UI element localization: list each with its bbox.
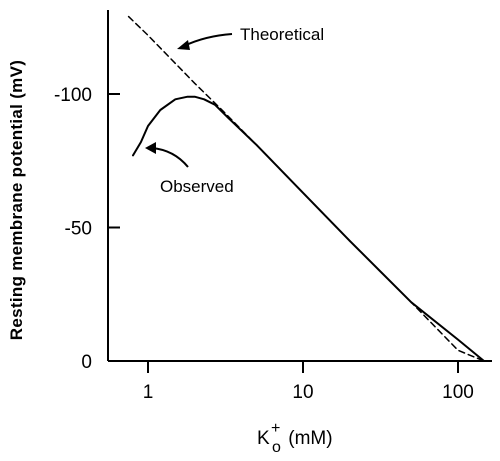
- y-ticks: -100 -50 0: [54, 85, 120, 373]
- annotation-theoretical: Theoretical: [240, 25, 324, 44]
- x-axis-label-sub: o: [272, 439, 281, 456]
- x-tick-label: 1: [143, 382, 154, 403]
- annotation-theoretical-arrowhead: [177, 40, 190, 50]
- y-tick-label: -100: [54, 85, 92, 106]
- x-tick-label: 10: [292, 382, 313, 403]
- annotation-observed: Observed: [160, 177, 234, 196]
- series-line-observed: [132, 95, 485, 362]
- x-axis-label-unit: (mM): [283, 428, 333, 449]
- x-axis-label-sup: +: [271, 420, 280, 437]
- series-layer: [127, 15, 485, 362]
- annotation-theoretical-arrow: [183, 33, 233, 47]
- y-tick-label: -50: [65, 219, 92, 240]
- x-axis-label: K: [257, 428, 270, 449]
- annotation-observed-arrow: [151, 147, 189, 168]
- y-tick-label: 0: [81, 352, 92, 373]
- x-axis-label-main: K: [257, 428, 270, 449]
- x-ticks: 1 10 100: [143, 361, 474, 403]
- x-tick-label: 100: [442, 382, 474, 403]
- annotation-observed-arrowhead: [145, 142, 156, 154]
- y-axis-label: Resting membrane potential (mV): [7, 60, 26, 340]
